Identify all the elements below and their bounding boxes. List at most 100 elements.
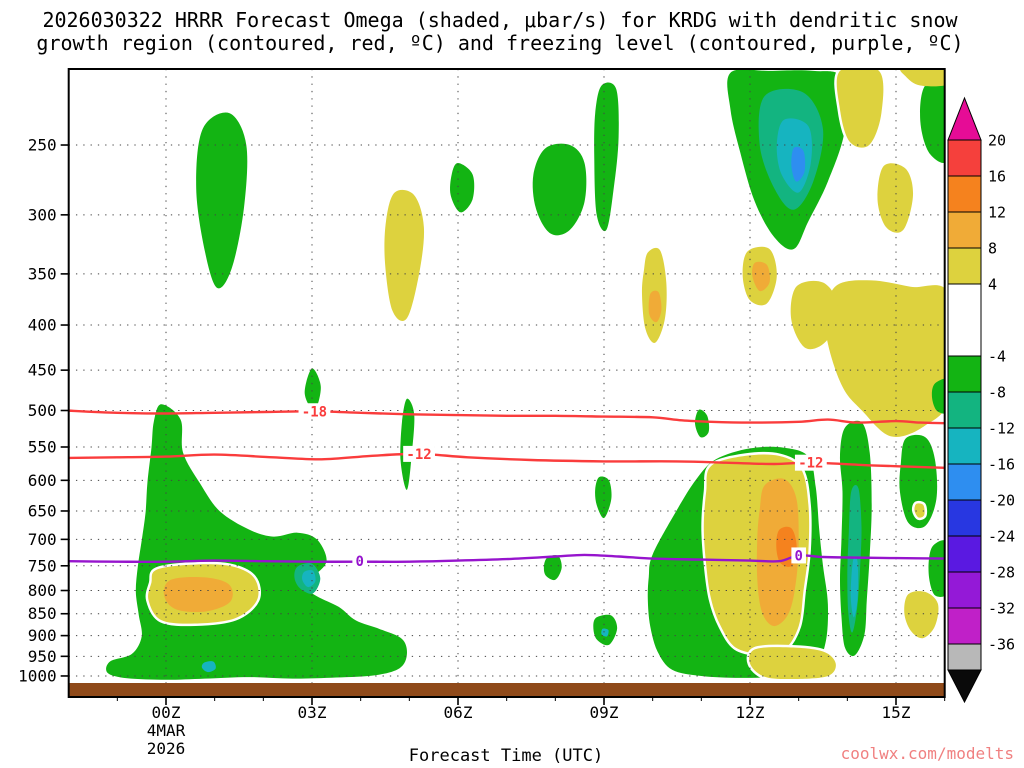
shaded-region-green	[928, 540, 945, 597]
axes: 250 300 350 400 450 500 550 600 650 700 750 800 850 9…	[18, 136, 946, 758]
colorbar-label: -20	[988, 492, 1015, 510]
shaded-region-green	[196, 112, 248, 289]
colorbar-label: -12	[988, 420, 1015, 438]
y-tick-label: 700	[28, 530, 57, 549]
y-tick-label: 550	[28, 437, 57, 456]
colorbar-band	[947, 139, 982, 177]
colorbar-band	[947, 247, 982, 285]
y-tick-label: 350	[28, 264, 57, 283]
colorbar-band	[947, 283, 982, 357]
shaded-region-yellow	[384, 189, 425, 322]
colorbar-band	[947, 571, 982, 609]
colorbar-label: 4	[988, 276, 997, 294]
shaded-region-yellow	[877, 163, 914, 233]
y-tick-label: 650	[28, 501, 57, 520]
x-tick-label: 15Z	[882, 703, 911, 722]
contour-dendritic-growth-top	[68, 409, 945, 425]
contour-label: -12	[406, 447, 431, 463]
watermark: coolwx.com/modelts	[841, 744, 1014, 763]
colorbar-label: -4	[988, 348, 1006, 366]
colorbar-label: 16	[988, 168, 1006, 186]
colorbar-label: 20	[988, 132, 1006, 150]
shaded-region-cyan	[850, 556, 859, 618]
x-tick-label: 09Z	[590, 703, 619, 722]
y-tick-label: 1000	[18, 666, 57, 685]
contour-label-mask	[403, 445, 435, 462]
shaded-region-lorange	[163, 576, 233, 613]
y-tick-label: 250	[28, 136, 57, 155]
shaded-region-cyan	[302, 570, 316, 588]
shaded-region-green	[450, 163, 475, 213]
colorbar-band	[947, 463, 982, 501]
x-tick-label: 03Z	[298, 703, 327, 722]
y-tick-label: 600	[28, 471, 57, 490]
x-tick-label: 00Z	[152, 703, 181, 722]
x-axis-title: Forecast Time (UTC)	[409, 746, 603, 766]
x-tick-label: 12Z	[736, 703, 765, 722]
colorbar-label: -16	[988, 456, 1015, 474]
colorbar-label: 8	[988, 240, 997, 258]
colorbar-band	[947, 211, 982, 249]
shaded-region-green	[931, 378, 945, 414]
y-tick-label: 850	[28, 604, 57, 623]
colorbar-under-arrow	[947, 669, 982, 704]
colorbar-band	[947, 607, 982, 645]
y-tick-label: 300	[28, 205, 57, 224]
contour-label-mask	[298, 403, 331, 420]
colorbar: 20 16 12 8 4 -4 -8 -12 -16 -20 -24 -28 -32 -36	[947, 96, 1015, 704]
colorbar-band	[947, 391, 982, 429]
gridlines	[68, 69, 945, 683]
contour-label: -12	[798, 456, 823, 472]
shaded-region-yellow	[900, 69, 945, 87]
colorbar-band	[947, 499, 982, 537]
shaded-region-green	[920, 76, 945, 164]
contour-label-mask	[352, 553, 367, 570]
shaded-region-green	[694, 409, 710, 438]
y-tick-label: 450	[28, 361, 57, 380]
terrain-layer	[68, 683, 945, 697]
terrain-bar	[68, 683, 945, 697]
chart-title-line1: 2026030322 HRRR Forecast Omega (shaded, …	[42, 8, 958, 32]
shaded-region-green	[899, 434, 938, 529]
shaded-region-ltblue	[791, 146, 806, 182]
shaded-region-green	[532, 143, 587, 236]
shaded-region-yellow	[901, 588, 941, 641]
shaded-region-yellow	[746, 644, 839, 682]
colorbar-band	[947, 427, 982, 465]
date-label: 4MAR	[147, 721, 186, 740]
shaded-region-lorange	[648, 290, 662, 323]
colorbar-label: 12	[988, 204, 1006, 222]
y-tick-label: 950	[28, 647, 57, 666]
contour-label-mask	[791, 547, 806, 564]
shaded-region-green	[400, 398, 415, 490]
y-tick-label: 500	[28, 401, 57, 420]
contour-labels: -18 -12 -12 0 0	[298, 403, 827, 570]
colorbar-over-arrow	[947, 96, 982, 141]
colorbar-label: -28	[988, 564, 1015, 582]
y-tick-label: 900	[28, 626, 57, 645]
shaded-omega-regions	[106, 69, 945, 682]
y-tick-label: 750	[28, 556, 57, 575]
shaded-region-cyan	[201, 661, 216, 673]
shaded-region-yellow	[911, 500, 928, 521]
shaded-region-cyan	[601, 628, 609, 637]
x-tick-label: 06Z	[444, 703, 473, 722]
chart-title-line2: growth region (contoured, red, ºC) and f…	[36, 31, 963, 55]
colorbar-band	[947, 355, 982, 393]
y-tick-label: 800	[28, 581, 57, 600]
shaded-region-green	[595, 476, 612, 519]
y-tick-label: 400	[28, 316, 57, 335]
contour-freezing-level	[68, 553, 945, 564]
shaded-region-yellow	[790, 280, 838, 350]
colorbar-under-gray	[947, 643, 982, 671]
contour-label: 0	[355, 554, 363, 570]
colorbar-band	[947, 535, 982, 573]
colorbar-band	[947, 175, 982, 213]
shaded-region-yellow	[822, 277, 945, 440]
colorbar-label: -8	[988, 384, 1006, 402]
shaded-region-green	[594, 82, 619, 232]
date-label: 2026	[147, 739, 186, 758]
contour-label: -18	[302, 404, 327, 420]
